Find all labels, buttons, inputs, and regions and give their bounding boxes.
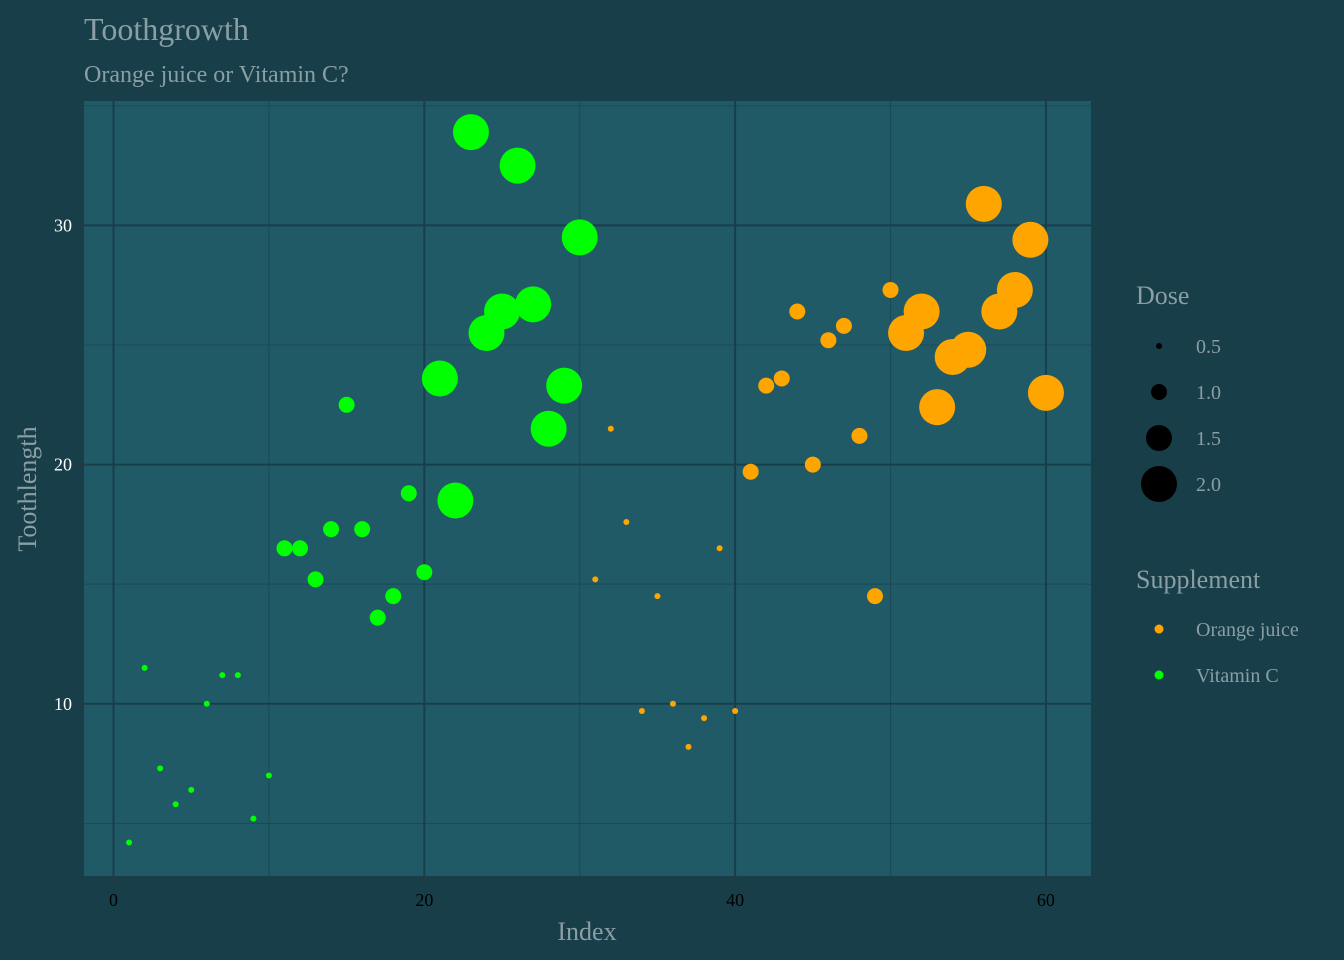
data-point (530, 410, 567, 447)
data-points (126, 114, 1064, 846)
y-tick-label: 30 (54, 215, 72, 235)
data-point (416, 564, 433, 581)
x-axis: 0 20 40 60 (109, 876, 1055, 910)
x-axis-title: Index (557, 917, 616, 946)
data-point (499, 147, 536, 184)
supplement-legend-label: Orange juice (1196, 619, 1299, 641)
data-point (219, 672, 226, 679)
dose-legend-label: 0.5 (1196, 336, 1221, 358)
data-point (866, 588, 883, 605)
data-point (701, 715, 708, 722)
dose-legend-label: 1.5 (1196, 428, 1221, 450)
data-point (354, 521, 371, 538)
chart-subtitle: Orange juice or Vitamin C? (84, 62, 349, 88)
x-tick-label: 60 (1037, 890, 1055, 910)
data-point (882, 281, 899, 298)
supplement-legend-key (1154, 670, 1164, 680)
data-point (484, 293, 521, 330)
data-point (400, 485, 417, 502)
data-point (452, 114, 489, 151)
data-point (1012, 221, 1049, 258)
supplement-legend: Supplement Orange juice Vitamin C (1136, 565, 1299, 687)
dose-legend-label: 2.0 (1196, 474, 1221, 496)
y-tick-label: 10 (54, 694, 72, 714)
data-point (188, 786, 195, 793)
data-point (903, 293, 940, 330)
data-point (669, 700, 676, 707)
data-point (546, 367, 583, 404)
y-tick-label: 20 (54, 455, 72, 475)
y-axis: 10 20 30 (54, 215, 84, 714)
x-tick-label: 0 (109, 890, 118, 910)
data-point (773, 370, 790, 387)
dose-legend-key (1156, 343, 1162, 349)
dose-legend-title: Dose (1136, 281, 1189, 310)
data-point (716, 545, 723, 552)
data-point (126, 839, 133, 846)
data-point (592, 576, 599, 583)
data-point (292, 540, 309, 557)
data-point (623, 518, 630, 525)
data-point (437, 482, 474, 519)
data-point (835, 317, 852, 334)
x-tick-label: 40 (726, 890, 744, 910)
data-point (250, 815, 257, 822)
dose-legend: Dose 0.5 1.0 1.5 2.0 (1136, 281, 1221, 502)
data-point (851, 427, 868, 444)
data-point (369, 609, 386, 626)
dose-legend-key (1151, 384, 1167, 400)
supplement-legend-label: Vitamin C (1196, 665, 1279, 687)
data-point (685, 743, 692, 750)
plot-panel (84, 101, 1091, 876)
data-point (789, 303, 806, 320)
data-point (307, 571, 324, 588)
data-point (234, 672, 241, 679)
chart-title: Toothgrowth (84, 11, 249, 47)
data-point (323, 521, 340, 538)
data-point (421, 360, 458, 397)
data-point (203, 700, 210, 707)
data-point (742, 463, 759, 480)
data-point (338, 396, 355, 413)
data-point (996, 271, 1033, 308)
data-point (804, 456, 821, 473)
data-point (265, 772, 272, 779)
dose-legend-label: 1.0 (1196, 382, 1221, 404)
data-point (758, 377, 775, 394)
data-point (820, 332, 837, 349)
data-point (515, 286, 552, 323)
data-point (157, 765, 164, 772)
data-point (276, 540, 293, 557)
data-point (919, 389, 956, 426)
x-tick-label: 20 (415, 890, 433, 910)
data-point (172, 801, 179, 808)
data-point (607, 425, 614, 432)
dose-legend-key (1146, 425, 1172, 451)
data-point (654, 593, 661, 600)
y-axis-title: Toothlength (13, 426, 42, 551)
data-point (732, 707, 739, 714)
data-point (950, 331, 987, 368)
data-point (141, 664, 148, 671)
supplement-legend-key (1154, 624, 1164, 634)
data-point (965, 185, 1002, 222)
dose-legend-key (1141, 466, 1177, 502)
data-point (561, 219, 598, 256)
data-point (638, 707, 645, 714)
data-point (1027, 374, 1064, 411)
supplement-legend-title: Supplement (1136, 565, 1261, 594)
data-point (385, 588, 402, 605)
